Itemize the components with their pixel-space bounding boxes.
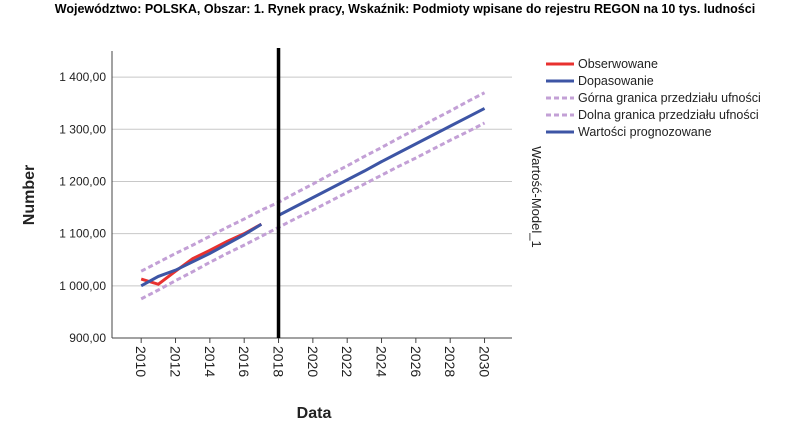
y-tick-label: 1 000,00 — [59, 279, 106, 293]
y-tick-label: 1 300,00 — [59, 122, 106, 136]
x-axis-label: Data — [297, 405, 332, 422]
series-line — [277, 107, 486, 217]
x-tick-label: 2030 — [477, 346, 493, 377]
y-tick-label: 900,00 — [69, 331, 106, 345]
legend-label: Dopasowanie — [578, 74, 654, 88]
legend-label: Wartości prognozowane — [578, 125, 712, 139]
chart-title: Województwo: POLSKA, Obszar: 1. Rynek pr… — [54, 2, 756, 16]
x-tick-label: 2014 — [202, 346, 218, 377]
series-line — [140, 222, 263, 288]
y-tick-label: 1 400,00 — [59, 70, 106, 84]
x-tick-label: 2028 — [442, 346, 458, 377]
x-tick-label: 2026 — [408, 346, 424, 377]
x-tick-label: 2020 — [305, 346, 321, 377]
legend-label: Górna granica przedziału ufności — [578, 91, 761, 105]
legend-label: Dolna granica przedziału ufności — [578, 108, 759, 122]
x-tick-label: 2010 — [133, 346, 149, 377]
legend-label: Obserwowane — [578, 57, 658, 71]
y2-axis-label: Wartość-Model_1 — [529, 146, 544, 247]
y-axis-label: Number — [21, 165, 38, 225]
y-tick-label: 1 200,00 — [59, 174, 106, 188]
x-tick-label: 2012 — [168, 346, 184, 377]
x-tick-label: 2024 — [374, 346, 390, 377]
series-line — [140, 91, 486, 273]
series-line — [140, 121, 486, 301]
y-tick-label: 1 100,00 — [59, 227, 106, 241]
x-tick-label: 2016 — [236, 346, 252, 377]
x-tick-label: 2022 — [339, 346, 355, 377]
x-tick-label: 2018 — [271, 346, 287, 377]
